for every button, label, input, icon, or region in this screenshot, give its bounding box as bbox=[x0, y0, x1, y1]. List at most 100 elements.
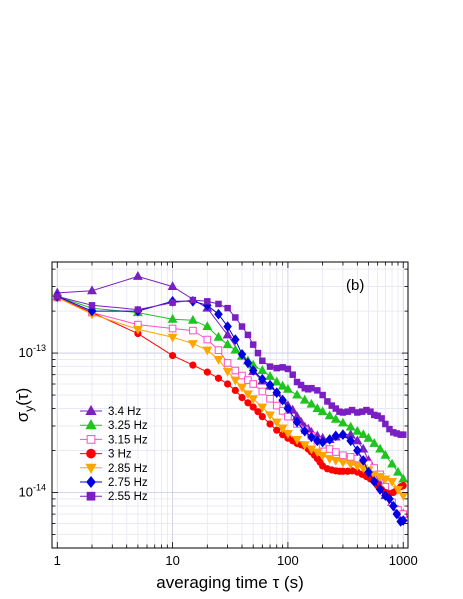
panel-label: (b) bbox=[346, 277, 364, 294]
data-point bbox=[331, 430, 341, 442]
data-point bbox=[282, 429, 293, 439]
data-point bbox=[238, 323, 246, 330]
data-point bbox=[292, 435, 302, 445]
data-point bbox=[369, 438, 380, 447]
data-point bbox=[318, 436, 327, 448]
data-point bbox=[203, 368, 211, 376]
data-point bbox=[249, 341, 257, 348]
data-point bbox=[278, 394, 287, 406]
legend: 3.4 Hz 3.25 Hz 3.15 Hz 3 Hz 2.85 Hz 2.75 Hz 2.… bbox=[80, 404, 148, 503]
data-point bbox=[222, 339, 233, 349]
y-tick-label: 10-13 bbox=[19, 343, 46, 360]
axis-ticks bbox=[52, 262, 408, 549]
data-point bbox=[272, 387, 281, 398]
y-axis-title-main: σ bbox=[13, 411, 32, 422]
data-point bbox=[300, 425, 310, 437]
legend-marker bbox=[86, 475, 96, 489]
data-point bbox=[132, 271, 143, 280]
data-point bbox=[346, 453, 355, 461]
data-point bbox=[348, 406, 356, 414]
data-point bbox=[230, 376, 241, 386]
data-point bbox=[204, 298, 211, 305]
legend-entry: 3 Hz bbox=[80, 449, 132, 461]
data-point bbox=[317, 406, 328, 416]
data-point bbox=[237, 349, 247, 360]
data-point bbox=[392, 508, 402, 520]
data-point bbox=[254, 408, 262, 416]
data-point bbox=[367, 408, 374, 415]
data-point bbox=[213, 355, 224, 365]
data-point bbox=[317, 451, 328, 461]
data-point bbox=[222, 367, 233, 377]
data-point bbox=[271, 376, 282, 386]
legend-entry: 3.25 Hz bbox=[80, 419, 148, 432]
data-point bbox=[244, 376, 252, 384]
x-tick-label: 1 bbox=[54, 553, 61, 568]
data-point bbox=[231, 386, 239, 394]
data-point bbox=[387, 477, 397, 487]
data-point bbox=[257, 403, 268, 413]
data-point bbox=[337, 458, 348, 468]
data-point bbox=[314, 387, 321, 394]
data-point bbox=[187, 340, 198, 349]
data-point bbox=[398, 515, 408, 526]
data-point bbox=[203, 335, 212, 344]
plot-frame bbox=[51, 261, 409, 549]
data-point bbox=[272, 401, 281, 410]
data-point bbox=[224, 380, 232, 388]
data-point bbox=[257, 365, 268, 375]
data-point bbox=[312, 403, 323, 413]
data-point bbox=[243, 357, 253, 369]
data-point bbox=[292, 389, 302, 399]
data-point bbox=[265, 371, 275, 380]
data-point bbox=[189, 326, 197, 335]
data-point bbox=[238, 371, 246, 380]
data-point bbox=[380, 449, 391, 459]
data-point bbox=[132, 325, 143, 335]
data-point bbox=[330, 456, 341, 466]
data-point bbox=[258, 387, 267, 396]
legend-label: 3 Hz bbox=[108, 449, 132, 461]
data-point bbox=[378, 415, 385, 422]
data-point bbox=[313, 435, 322, 447]
data-point bbox=[338, 429, 348, 440]
data-point bbox=[266, 363, 274, 370]
data-point bbox=[282, 383, 293, 393]
legend-entry: 3.15 Hz bbox=[80, 434, 148, 446]
legend-entry: 2.85 Hz bbox=[80, 463, 148, 475]
y-tick-label-base: 10 bbox=[19, 345, 33, 360]
data-point bbox=[283, 403, 293, 414]
data-point bbox=[299, 441, 310, 451]
y-tick-label-base: 10 bbox=[19, 485, 33, 500]
data-point bbox=[279, 364, 286, 371]
data-point bbox=[213, 331, 224, 341]
legend-marker bbox=[85, 419, 97, 430]
data-point bbox=[306, 398, 317, 408]
x-axis-title: averaging time τ (s) bbox=[156, 573, 304, 592]
y-tick-label-exponent: -14 bbox=[33, 483, 46, 493]
data-point bbox=[307, 431, 316, 443]
x-tick-label: 100 bbox=[277, 553, 299, 568]
data-point bbox=[223, 321, 232, 332]
x-tick-label: 1000 bbox=[389, 553, 418, 568]
data-point bbox=[224, 304, 231, 312]
x-tick-label: 10 bbox=[165, 553, 179, 568]
data-point bbox=[339, 451, 347, 460]
data-point bbox=[87, 305, 97, 317]
data-point bbox=[284, 365, 292, 373]
data-point bbox=[232, 314, 239, 321]
data-point bbox=[393, 466, 403, 476]
data-point bbox=[265, 379, 275, 391]
data-point bbox=[214, 374, 223, 382]
data-point bbox=[266, 420, 274, 428]
data-point bbox=[292, 416, 302, 428]
data-point bbox=[87, 285, 97, 295]
legend-marker bbox=[86, 448, 96, 459]
data-point bbox=[299, 394, 310, 404]
data-point bbox=[168, 351, 177, 360]
data-point bbox=[346, 435, 355, 447]
data-point bbox=[54, 293, 61, 300]
data-point bbox=[222, 329, 233, 339]
data-point bbox=[248, 395, 259, 405]
data-point bbox=[380, 475, 391, 485]
